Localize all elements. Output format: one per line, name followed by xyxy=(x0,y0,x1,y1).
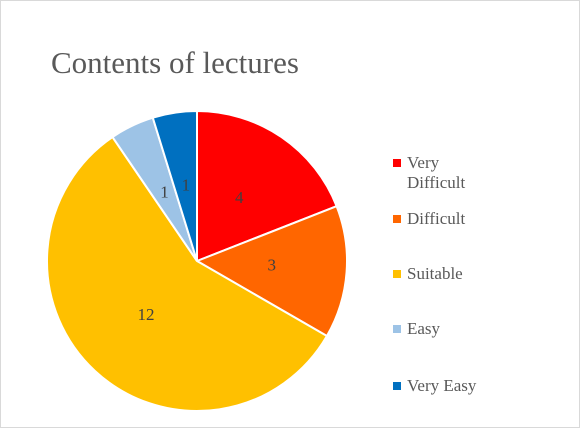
legend-swatch xyxy=(393,215,401,223)
pie-slice xyxy=(196,109,338,263)
pie-slice xyxy=(46,135,329,412)
legend-swatch xyxy=(393,270,401,278)
legend-swatch xyxy=(393,159,401,167)
data-label: 1 xyxy=(160,182,169,201)
legend-item: Very Difficult xyxy=(393,153,497,193)
data-label: 4 xyxy=(235,188,244,207)
legend-label: Difficult xyxy=(407,209,466,228)
data-label: 1 xyxy=(182,176,191,195)
pie-slice xyxy=(194,204,348,338)
legend-label: Very Difficult xyxy=(407,153,466,192)
legend-label: Easy xyxy=(407,319,441,338)
legend-swatch xyxy=(393,325,401,333)
legend-item: Very Easy xyxy=(393,376,497,396)
chart-title: Contents of lectures xyxy=(51,45,299,80)
legend-label: Very Easy xyxy=(407,376,477,395)
pie-slice xyxy=(151,109,198,262)
data-label: 3 xyxy=(268,256,277,275)
legend-swatch xyxy=(393,382,401,390)
legend-item: Easy xyxy=(393,319,497,339)
data-label: 12 xyxy=(137,305,154,324)
legend-item: Difficult xyxy=(393,209,497,229)
legend-label: Suitable xyxy=(407,264,463,283)
legend-item: Suitable xyxy=(393,264,497,284)
